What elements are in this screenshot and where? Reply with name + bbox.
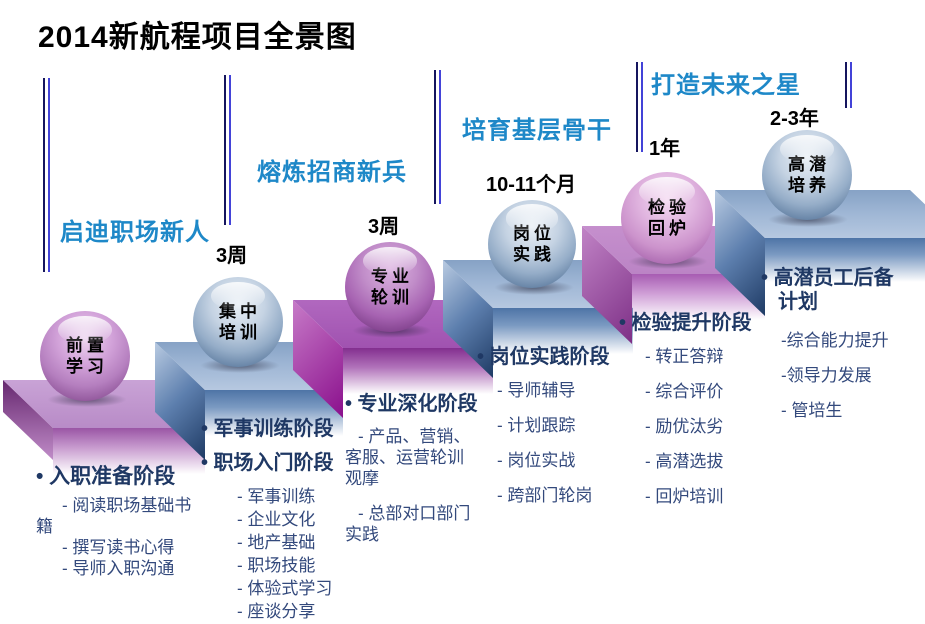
sphere-stage-6: 高潜 培养 bbox=[762, 130, 852, 220]
sphere-stage-5: 检验 回炉 bbox=[621, 172, 713, 264]
stage-1-item: - 撰写读书心得 bbox=[62, 538, 175, 557]
sphere-1-label-line1: 前置 bbox=[66, 336, 108, 355]
guide-line-1 bbox=[43, 78, 50, 272]
stage-5-heading: • 检验提升阶段 bbox=[619, 312, 752, 334]
stage-6-heading: • 高潜员工后备计划 bbox=[761, 267, 894, 313]
guide-line-2 bbox=[224, 75, 231, 225]
stage-block-5: • 检验提升阶段 - 转正答辩 - 综合评价 - 励优汰劣 - 高潜选拔 - 回… bbox=[619, 311, 799, 521]
stage-block-2: • 军事训练阶段 • 职场入门阶段 - 军事训练 - 企业文化 - 地产基础 -… bbox=[201, 417, 371, 623]
sphere-stage-2: 集中 培训 bbox=[193, 277, 283, 367]
phase-header-future-star: 打造未来之星 bbox=[651, 72, 801, 99]
page-title: 2014新航程项目全景图 bbox=[38, 21, 357, 54]
phase-header-backbone: 培育基层骨干 bbox=[462, 117, 612, 144]
stage-block-3: • 专业深化阶段 - 产品、营销、客服、运营轮训观摩 - 总部对口部门实践 bbox=[345, 392, 478, 559]
phase-header-recruit: 熔炼招商新兵 bbox=[257, 159, 407, 186]
duration-label-3: 10-11个月 bbox=[486, 174, 577, 196]
stage-2-item: - 职场技能 bbox=[237, 556, 316, 575]
stage-4-heading: • 岗位实践阶段 bbox=[477, 346, 610, 368]
stage-3-item: - 总部对口部门实践 bbox=[345, 504, 471, 544]
step-6-front-face bbox=[765, 238, 925, 282]
stage-block-4: • 岗位实践阶段 - 导师辅导 - 计划跟踪 - 岗位实战 - 跨部门轮岗 bbox=[477, 345, 647, 520]
duration-label-2: 3周 bbox=[368, 216, 400, 238]
sphere-2-label-line1: 集中 bbox=[219, 302, 261, 321]
stage-2-item: - 地产基础 bbox=[237, 533, 316, 552]
stage-5-item: - 高潜选拔 bbox=[645, 452, 724, 471]
stage-5-item: - 综合评价 bbox=[645, 382, 724, 401]
sphere-3-label-line2: 轮训 bbox=[371, 288, 413, 307]
sphere-6-label-line1: 高潜 bbox=[788, 155, 830, 174]
stage-5-item: - 励优汰劣 bbox=[645, 417, 724, 436]
sphere-stage-3: 专业 轮训 bbox=[345, 242, 435, 332]
sphere-3-label-line1: 专业 bbox=[371, 267, 413, 286]
sphere-5-label-line1: 检验 bbox=[648, 198, 690, 217]
sphere-1-label-line2: 学习 bbox=[66, 357, 108, 376]
stage-4-item: - 计划跟踪 bbox=[497, 416, 576, 435]
sphere-6-label-line2: 培养 bbox=[788, 176, 830, 195]
stage-1-item: - 阅读职场基础书籍 bbox=[36, 496, 192, 536]
duration-label-5: 2-3年 bbox=[770, 108, 819, 130]
sphere-5-label-line2: 回炉 bbox=[648, 219, 690, 238]
guide-line-3 bbox=[434, 70, 441, 204]
phase-header-newcomer: 启迪职场新人 bbox=[60, 219, 210, 246]
stage-2-item: - 军事训练 bbox=[237, 487, 316, 506]
sphere-stage-1: 前置 学习 bbox=[40, 311, 130, 401]
stage-1-item: - 导师入职沟通 bbox=[62, 559, 175, 578]
stage-2-heading: • 军事训练阶段 bbox=[201, 418, 334, 440]
guide-line-5 bbox=[845, 62, 852, 108]
stage-3-item: - 产品、营销、客服、运营轮训观摩 bbox=[345, 427, 471, 488]
stage-block-6: • 高潜员工后备计划 -综合能力提升 -领导力发展 - 管培生 bbox=[761, 266, 913, 435]
stage-2-heading: • 职场入门阶段 bbox=[201, 452, 334, 474]
stage-block-1: • 入职准备阶段 - 阅读职场基础书籍 - 撰写读书心得 - 导师入职沟通 bbox=[36, 464, 206, 579]
step-3-front-face bbox=[343, 348, 493, 394]
stage-2-item: - 体验式学习 bbox=[237, 579, 333, 598]
stage-4-item: - 岗位实战 bbox=[497, 451, 576, 470]
stage-5-item: - 转正答辩 bbox=[645, 347, 724, 366]
duration-label-1: 3周 bbox=[216, 245, 248, 267]
stage-6-item: -领导力发展 bbox=[781, 366, 872, 385]
stage-2-item: - 座谈分享 bbox=[237, 602, 316, 621]
stage-5-item: - 回炉培训 bbox=[645, 487, 724, 506]
stage-2-item: - 企业文化 bbox=[237, 510, 316, 529]
stage-6-item: -综合能力提升 bbox=[781, 331, 889, 350]
step-2-front-face bbox=[205, 390, 343, 436]
sphere-2-label-line2: 培训 bbox=[219, 323, 261, 342]
sphere-4-label-line1: 岗位 bbox=[513, 224, 555, 243]
guide-line-4 bbox=[636, 62, 643, 152]
stage-3-heading: • 专业深化阶段 bbox=[345, 393, 478, 415]
stage-6-item: - 管培生 bbox=[781, 401, 843, 420]
sphere-stage-4: 岗位 实践 bbox=[488, 200, 576, 288]
stage-1-heading: • 入职准备阶段 bbox=[36, 465, 176, 488]
sphere-4-label-line2: 实践 bbox=[513, 245, 555, 264]
stage-4-item: - 导师辅导 bbox=[497, 381, 576, 400]
duration-label-4: 1年 bbox=[649, 138, 681, 160]
stage-4-item: - 跨部门轮岗 bbox=[497, 486, 593, 505]
